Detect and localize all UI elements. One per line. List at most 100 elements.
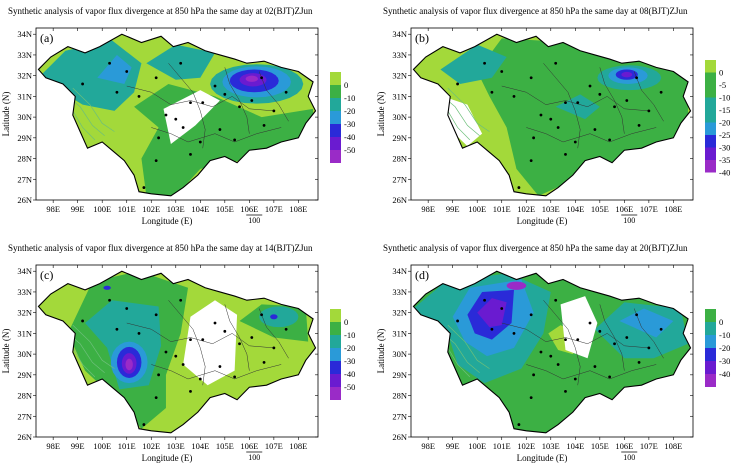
x-axis-label: Longitude (E) — [142, 216, 193, 226]
city-marker — [154, 313, 158, 317]
y-tick-label: 31N — [17, 328, 32, 338]
y-tick-label: 33N — [392, 50, 407, 60]
legend-swatch — [705, 147, 716, 160]
city-marker — [223, 329, 227, 333]
county-border-3 — [543, 300, 581, 386]
y-tick-label: 28N — [17, 391, 32, 401]
city-marker — [154, 159, 158, 163]
legend-label: -25 — [719, 130, 730, 140]
city-marker — [157, 136, 161, 140]
legend-label: -5 — [719, 80, 726, 90]
field-region-9 — [125, 358, 133, 371]
city-marker — [456, 319, 459, 323]
county-border-4 — [224, 304, 250, 371]
city-marker — [529, 313, 533, 317]
y-tick-label: 31N — [392, 328, 407, 338]
panel-label: (d) — [415, 268, 429, 282]
x-tick-label: 106E — [240, 204, 258, 214]
city-marker — [483, 298, 486, 302]
city-marker — [198, 377, 202, 381]
x-tick-label: 107E — [265, 204, 283, 214]
y-tick-label: 34N — [17, 29, 32, 39]
legend-swatch — [705, 335, 716, 348]
city-marker — [608, 138, 612, 142]
legend-label: -35 — [719, 155, 730, 165]
y-tick-label: 26N — [17, 195, 32, 205]
panel-label: (a) — [40, 31, 53, 45]
city-marker — [564, 338, 567, 342]
legend-label: 0 — [719, 68, 723, 78]
x-tick-label: 107E — [640, 204, 658, 214]
county-border-1 — [501, 322, 649, 349]
city-marker — [189, 338, 192, 342]
legend-label: -40 — [719, 369, 730, 379]
legend-label: -30 — [344, 119, 355, 129]
y-tick-label: 26N — [17, 432, 32, 442]
city-marker — [647, 346, 651, 350]
y-tick-label: 28N — [392, 154, 407, 164]
city-marker — [181, 363, 185, 366]
city-marker — [142, 186, 146, 189]
city-marker — [573, 377, 577, 381]
x-tick-label: 98E — [46, 204, 60, 214]
city-marker — [174, 117, 178, 121]
y-axis-label: Latitude (N) — [376, 92, 386, 137]
y-tick-label: 30N — [392, 349, 407, 359]
panel-label: (b) — [415, 31, 429, 45]
y-tick-label: 28N — [17, 154, 32, 164]
city-marker — [154, 396, 158, 400]
x-tick-label: 100E — [93, 204, 111, 214]
city-marker — [593, 128, 597, 131]
y-tick-label: 27N — [392, 174, 407, 184]
county-border-5 — [258, 71, 289, 122]
chart-panel-1: Synthetic analysis of vapor flux diverge… — [1, 6, 355, 226]
x-tick-label: 99E — [71, 441, 85, 451]
y-axis-label: Latitude (N) — [1, 92, 11, 137]
scale-bar-label: 100 — [248, 216, 260, 225]
city-marker — [490, 327, 494, 331]
city-marker — [137, 94, 141, 98]
x-tick-label: 107E — [640, 441, 658, 451]
x-axis-label: Longitude (E) — [517, 453, 568, 463]
x-tick-label: 103E — [167, 441, 185, 451]
y-tick-label: 29N — [17, 370, 32, 380]
y-tick-label: 30N — [17, 349, 32, 359]
city-marker — [529, 159, 533, 163]
city-marker — [164, 113, 168, 117]
legend-swatch — [330, 124, 341, 137]
county-border-5 — [633, 308, 664, 359]
city-marker — [529, 396, 533, 400]
field-gap — [183, 300, 238, 386]
city-marker — [189, 101, 192, 105]
legend-swatch — [705, 110, 716, 123]
x-tick-label: 101E — [493, 441, 511, 451]
x-tick-label: 98E — [421, 204, 435, 214]
legend-swatch — [705, 135, 716, 148]
contour-line-3 — [447, 324, 490, 369]
city-marker — [164, 350, 168, 354]
x-tick-label: 105E — [216, 441, 234, 451]
y-tick-label: 33N — [17, 50, 32, 60]
city-marker — [625, 99, 629, 102]
legend-label: -10 — [344, 93, 355, 103]
city-marker — [532, 136, 536, 140]
county-border-2 — [526, 364, 657, 380]
county-border-4 — [599, 67, 625, 134]
field-region-8 — [506, 281, 527, 290]
legend-swatch — [705, 160, 716, 173]
legend-label: -20 — [344, 343, 355, 353]
legend-label: -30 — [719, 143, 730, 153]
field-region-5 — [619, 308, 674, 338]
legend-swatch — [330, 361, 341, 374]
city-marker — [512, 331, 516, 335]
city-marker — [260, 313, 263, 317]
city-marker — [233, 138, 237, 142]
legend-swatch — [705, 60, 716, 73]
chart-title: Synthetic analysis of vapor flux diverge… — [383, 243, 688, 253]
x-tick-label: 101E — [118, 441, 136, 451]
x-tick-label: 102E — [142, 441, 160, 451]
legend-swatch — [330, 111, 341, 124]
city-marker — [613, 105, 616, 109]
city-marker — [189, 390, 192, 393]
contour-line-3 — [72, 87, 115, 132]
